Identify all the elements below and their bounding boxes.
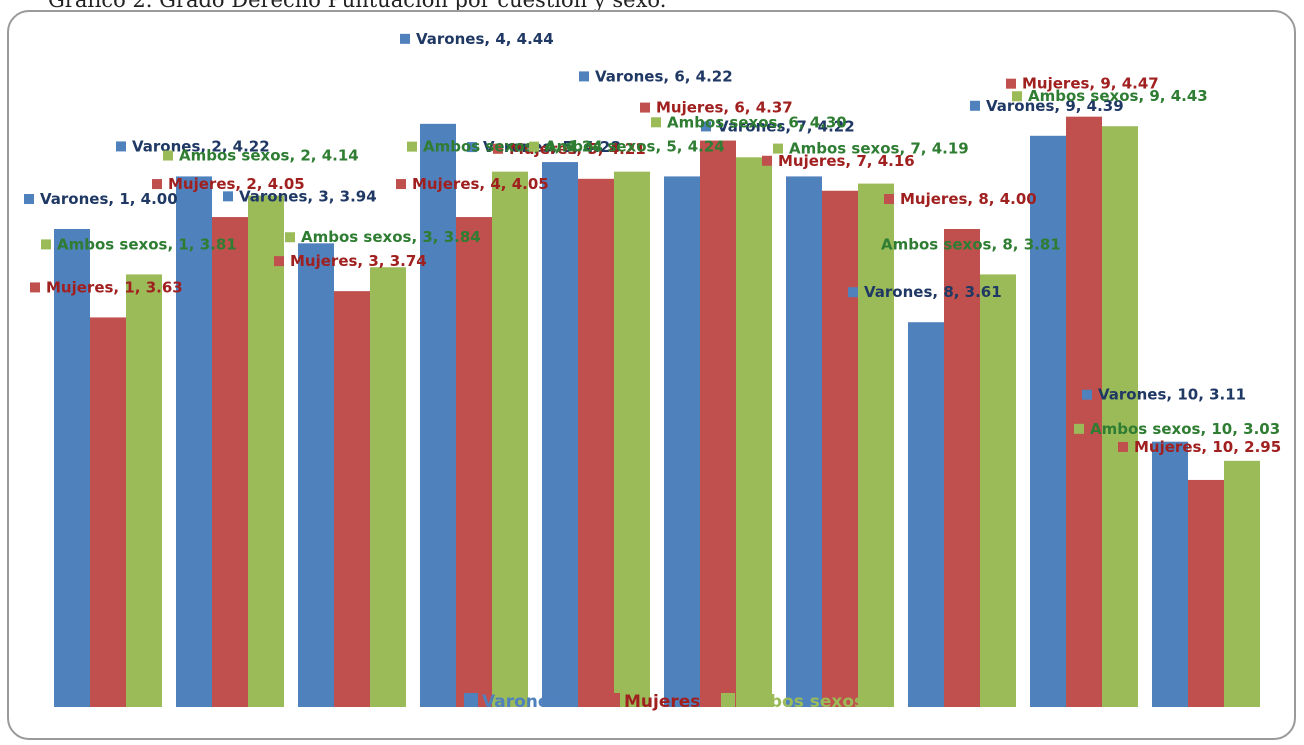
data-label-marker — [1082, 389, 1092, 400]
bar-varones-8 — [908, 322, 944, 707]
data-label-marker — [640, 102, 650, 113]
data-label-marker — [467, 142, 477, 153]
data-label-marker — [24, 194, 34, 204]
data-label: Varones, 10, 3.11 — [1098, 386, 1246, 404]
data-label-marker — [1012, 91, 1022, 102]
legend-label-varones: Varones — [482, 692, 560, 712]
data-label: Varones, 1, 4.00 — [40, 190, 178, 208]
data-label-marker — [762, 155, 772, 166]
data-label: Mujeres, 4, 4.05 — [412, 175, 549, 193]
data-label: Ambos sexos, 7, 4.19 — [789, 140, 969, 158]
legend-swatch-varones — [464, 693, 478, 707]
data-label: Varones, 7, 4.22 — [717, 117, 855, 135]
data-label: Mujeres, 10, 2.95 — [1134, 438, 1281, 456]
data-label: Ambos sexos, 3, 3.84 — [301, 228, 481, 246]
bar-ambos-sexos-8 — [980, 274, 1016, 707]
data-label-marker — [529, 141, 539, 152]
bar-varones-5 — [542, 162, 578, 707]
data-label: Mujeres, 8, 4.00 — [900, 190, 1037, 208]
data-label: Varones, 4, 4.44 — [416, 30, 554, 48]
bar-varones-4 — [420, 123, 456, 708]
chart-caption: Gráfico 2. Grado Derecho Puntuación por … — [48, 0, 667, 12]
data-label: Ambos sexos, 4, 4.24 — [423, 138, 603, 156]
bar-varones-2 — [176, 176, 212, 708]
bar-varones-7 — [786, 176, 822, 708]
bar-mujeres-10 — [1188, 479, 1224, 707]
bar-mujeres-6 — [700, 140, 736, 707]
data-label: Varones, 8, 3.61 — [864, 283, 1002, 301]
data-label-marker — [116, 141, 126, 152]
data-label: Ambos sexos, 1, 3.81 — [57, 235, 237, 253]
data-label-marker — [396, 179, 406, 190]
bar-mujeres-1 — [90, 317, 126, 707]
data-label: Ambos sexos, 2, 4.14 — [179, 147, 359, 165]
data-label-marker — [773, 143, 783, 154]
bar-mujeres-8 — [944, 229, 980, 707]
data-label-marker — [223, 191, 233, 202]
data-label-marker — [400, 33, 410, 44]
data-label-marker — [884, 194, 894, 204]
data-label: Ambos sexos, 8, 3.81 — [881, 235, 1061, 253]
bar-mujeres-2 — [212, 217, 248, 708]
bar-mujeres-7 — [822, 190, 858, 707]
bar-ambos-sexos-1 — [126, 274, 162, 707]
bar-mujeres-4 — [456, 217, 492, 708]
data-label: Mujeres, 3, 3.74 — [290, 252, 427, 270]
bar-varones-3 — [298, 243, 334, 707]
chart-frame: Varones, 1, 4.00 Varones, 2, 4.22 Varones,… — [7, 10, 1296, 740]
bar-mujeres-5 — [578, 178, 614, 707]
data-label: Mujeres, 7, 4.16 — [778, 152, 915, 170]
data-label: Ambos sexos, 5, 4.24 — [545, 138, 725, 156]
bar-varones-10 — [1152, 441, 1188, 707]
bar-ambos-sexos-4 — [492, 171, 528, 707]
data-label-marker — [970, 100, 980, 111]
data-label-marker — [41, 239, 51, 250]
data-label: Mujeres, 6, 4.37 — [656, 99, 793, 117]
data-label-marker — [701, 121, 711, 132]
data-label-marker — [163, 150, 173, 161]
data-label-marker — [285, 232, 295, 243]
data-label-marker — [30, 282, 40, 293]
bar-varones-9 — [1030, 135, 1066, 707]
bar-ambos-sexos-10 — [1224, 460, 1260, 707]
data-label: Mujeres, 5, 4.21 — [509, 140, 646, 158]
bar-ambos-sexos-6 — [736, 157, 772, 708]
data-label: Ambos sexos, 10, 3.03 — [1090, 420, 1280, 438]
bar-ambos-sexos-7 — [858, 183, 894, 708]
legend-swatch-mujeres — [606, 693, 620, 707]
data-label: Mujeres, 2, 4.05 — [168, 175, 305, 193]
data-label-marker — [274, 256, 284, 267]
data-label-marker — [848, 287, 858, 298]
data-label: Varones, 5, 4.28 — [483, 138, 621, 156]
data-label-marker — [579, 71, 589, 82]
bar-mujeres-3 — [334, 291, 370, 707]
data-label: Varones, 6, 4.22 — [595, 67, 733, 85]
data-label-marker — [407, 141, 417, 152]
data-label: Ambos sexos, 6, 4.30 — [667, 113, 847, 131]
data-label-marker — [865, 239, 875, 250]
bar-ambos-sexos-9 — [1102, 126, 1138, 708]
legend-label-mujeres: Mujeres — [624, 692, 700, 712]
data-label: Ambos sexos, 9, 4.43 — [1028, 87, 1208, 105]
data-label-marker — [1118, 441, 1128, 452]
bar-mujeres-9 — [1066, 116, 1102, 708]
data-label-marker — [1074, 423, 1084, 434]
data-label: Mujeres, 1, 3.63 — [46, 278, 183, 296]
bar-ambos-sexos-5 — [614, 171, 650, 707]
data-label-marker — [1006, 78, 1016, 89]
bar-ambos-sexos-2 — [248, 195, 284, 708]
data-label-marker — [493, 143, 503, 154]
legend-swatch-ambos-sexos — [721, 693, 735, 707]
data-label-marker — [152, 179, 162, 190]
data-label: Mujeres, 9, 4.47 — [1022, 75, 1159, 93]
data-label: Varones, 9, 4.39 — [986, 97, 1124, 115]
data-label: Varones, 3, 3.94 — [239, 187, 377, 205]
bar-ambos-sexos-3 — [370, 267, 406, 707]
bar-varones-1 — [54, 229, 90, 707]
data-label-marker — [651, 117, 661, 128]
bar-varones-6 — [664, 176, 700, 708]
legend-label-ambos-sexos: Ambos sexos — [739, 692, 864, 712]
